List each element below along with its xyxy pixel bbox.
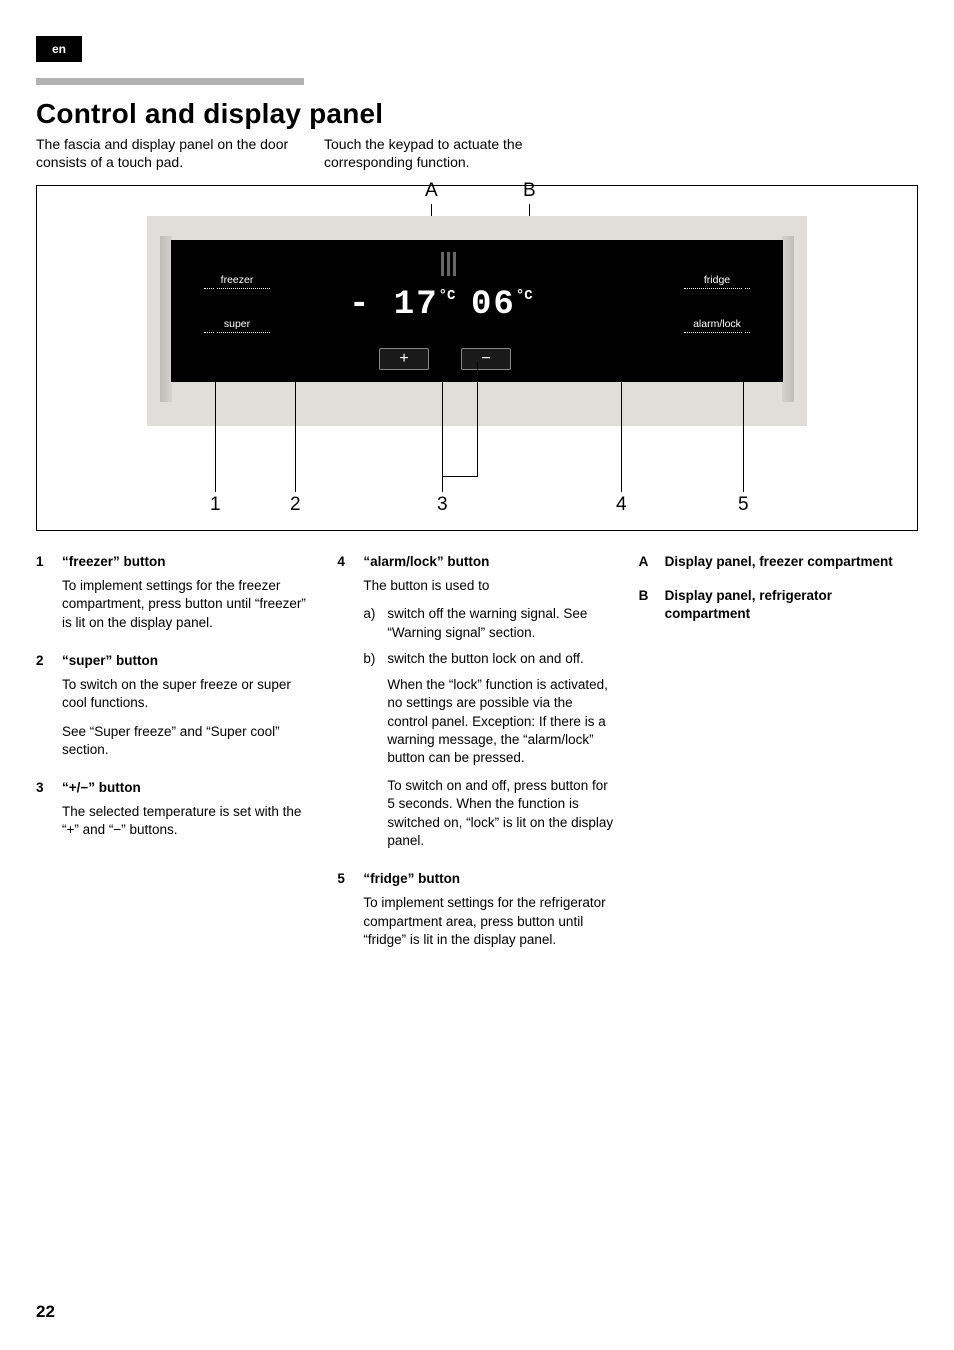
- list-item: 4“alarm/lock” button The button is used t…: [337, 553, 616, 860]
- item-title: “super” button: [62, 652, 315, 670]
- item-paragraph: The selected temperature is set with the…: [62, 803, 315, 839]
- leader-3b: [477, 362, 478, 476]
- item-number: 3: [36, 779, 62, 850]
- item-title: “fridge” button: [363, 870, 616, 888]
- sub-item-letter: a): [363, 605, 387, 641]
- label-super: super: [197, 318, 277, 333]
- minus-button: −: [461, 348, 511, 370]
- control-panel-diagram: A B freezer super fridge alarm/lock - 17…: [36, 185, 918, 531]
- panel-shadow-right: [782, 236, 794, 402]
- list-item: ADisplay panel, freezer compartment: [639, 553, 918, 577]
- intro-col1: The fascia and display panel on the door…: [36, 136, 298, 171]
- plus-button: +: [379, 348, 429, 370]
- intro-col2: Touch the keypad to actuate the correspo…: [324, 136, 586, 171]
- item-paragraph: To switch on the super freeze or super c…: [62, 676, 315, 712]
- item-number: 1: [36, 553, 62, 642]
- item-paragraph: To switch on and off, press button for 5…: [387, 777, 616, 850]
- callout-B: B: [523, 180, 536, 202]
- sub-item-text: switch off the warning signal. See “Warn…: [387, 605, 616, 641]
- leader-3-join: [442, 476, 478, 477]
- desc-col-1: 1“freezer” button To implement settings f…: [36, 553, 315, 969]
- item-paragraph: See “Super freeze” and “Super cool” sect…: [62, 723, 315, 759]
- panel-touchpad: freezer super fridge alarm/lock - 17°C 0…: [171, 240, 783, 382]
- item-body: “super” button To switch on the super fre…: [62, 652, 315, 769]
- callout-3: 3: [437, 494, 448, 516]
- item-title: “freezer” button: [62, 553, 315, 571]
- leader-5: [743, 276, 744, 492]
- item-title: “alarm/lock” button: [363, 553, 616, 571]
- item-body: Display panel, refrigerator compartment: [665, 587, 918, 629]
- callout-4: 4: [616, 494, 627, 516]
- callout-5: 5: [738, 494, 749, 516]
- page-title: Control and display panel: [36, 98, 918, 130]
- item-number: 5: [337, 870, 363, 959]
- leader-4: [621, 318, 622, 492]
- item-paragraph: The button is used to: [363, 577, 616, 595]
- item-number: A: [639, 553, 665, 577]
- label-alarm-lock: alarm/lock: [677, 318, 757, 333]
- item-number: 4: [337, 553, 363, 860]
- desc-col-3: ADisplay panel, freezer compartmentBDisp…: [639, 553, 918, 969]
- list-item: 3“+/−” button The selected temperature is…: [36, 779, 315, 850]
- leader-3a: [442, 362, 443, 492]
- item-body: “alarm/lock” button The button is used to…: [363, 553, 616, 860]
- item-title: Display panel, refrigerator compartment: [665, 587, 918, 623]
- item-body: Display panel, freezer compartment: [665, 553, 918, 577]
- language-tab: en: [36, 36, 82, 62]
- leader-2: [295, 318, 296, 492]
- label-freezer: freezer: [197, 274, 277, 289]
- list-item: 2“super” button To switch on the super fr…: [36, 652, 315, 769]
- item-paragraph: When the “lock” function is activated, n…: [387, 676, 616, 767]
- label-fridge: fridge: [677, 274, 757, 289]
- sub-item-text: switch the button lock on and off.: [387, 650, 583, 668]
- description-columns: 1“freezer” button To implement settings f…: [36, 553, 918, 969]
- sub-item: a)switch off the warning signal. See “Wa…: [363, 605, 616, 641]
- desc-col-2: 4“alarm/lock” button The button is used t…: [337, 553, 616, 969]
- item-number: B: [639, 587, 665, 629]
- item-paragraph: To implement settings for the freezer co…: [62, 577, 315, 632]
- item-number: 2: [36, 652, 62, 769]
- item-paragraph: To implement settings for the refrigerat…: [363, 894, 616, 949]
- item-body: “+/−” button The selected temperature is …: [62, 779, 315, 850]
- item-body: “freezer” button To implement settings fo…: [62, 553, 315, 642]
- list-item: 5“fridge” button To implement settings fo…: [337, 870, 616, 959]
- panel-divider: [447, 252, 450, 276]
- sub-item: b)switch the button lock on and off.: [363, 650, 616, 668]
- item-body: “fridge” button To implement settings for…: [363, 870, 616, 959]
- panel-divider: [453, 252, 456, 276]
- temp-display-freezer: - 17°C: [349, 286, 455, 324]
- callout-2: 2: [290, 494, 301, 516]
- callout-A: A: [425, 180, 438, 202]
- temp-display-fridge: 06°C: [471, 286, 533, 324]
- sub-item-letter: b): [363, 650, 387, 668]
- list-item: 1“freezer” button To implement settings f…: [36, 553, 315, 642]
- item-title: “+/−” button: [62, 779, 315, 797]
- panel-divider: [441, 252, 444, 276]
- leader-1: [215, 276, 216, 492]
- intro-text: The fascia and display panel on the door…: [36, 136, 918, 171]
- callout-1: 1: [210, 494, 221, 516]
- header-rule: [36, 78, 304, 85]
- list-item: BDisplay panel, refrigerator compartment: [639, 587, 918, 629]
- item-title: Display panel, freezer compartment: [665, 553, 918, 571]
- page-number: 22: [36, 1302, 55, 1322]
